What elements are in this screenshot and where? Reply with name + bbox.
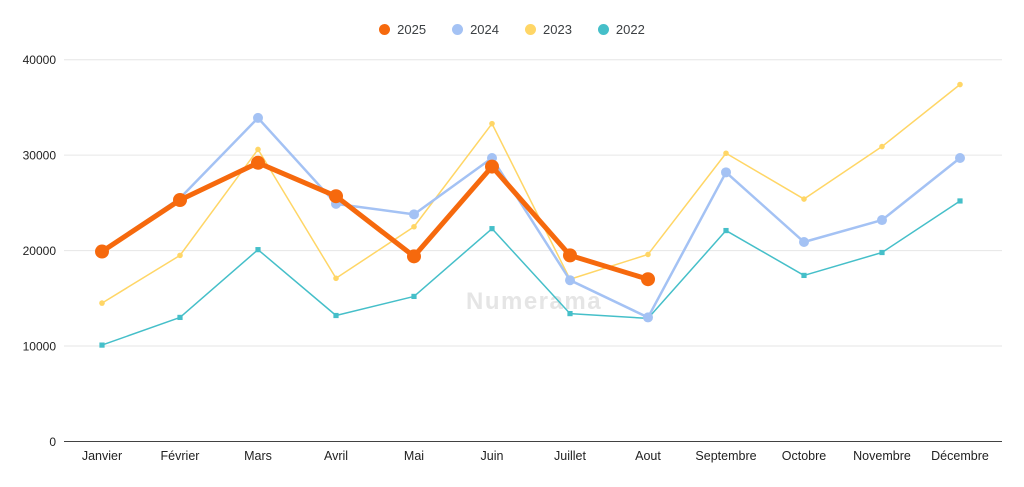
data-point[interactable] <box>95 244 109 259</box>
x-tick-label: Décembre <box>931 449 989 463</box>
data-point[interactable] <box>251 155 265 170</box>
data-point[interactable] <box>99 342 105 348</box>
x-tick-label: Février <box>161 449 200 463</box>
data-point[interactable] <box>721 167 731 178</box>
legend: 2025 2024 2023 2022 <box>0 22 1024 37</box>
x-tick-label: Octobre <box>782 449 827 463</box>
data-point[interactable] <box>411 293 417 300</box>
legend-label: 2024 <box>470 22 499 37</box>
x-tick-label: Aout <box>635 449 661 463</box>
data-point[interactable] <box>411 223 417 230</box>
data-point[interactable] <box>877 215 887 226</box>
legend-label: 2025 <box>397 22 427 37</box>
y-tick-label: 30000 <box>23 149 57 163</box>
y-tick-label: 40000 <box>23 53 57 67</box>
data-point[interactable] <box>645 251 651 258</box>
data-point[interactable] <box>801 272 807 279</box>
data-point[interactable] <box>879 143 885 150</box>
data-point[interactable] <box>723 227 729 234</box>
data-point[interactable] <box>879 249 885 256</box>
legend-dot-icon <box>379 24 391 35</box>
y-tick-label: 10000 <box>23 340 57 354</box>
data-point[interactable] <box>99 300 105 306</box>
data-point[interactable] <box>177 314 183 321</box>
data-point[interactable] <box>333 275 339 282</box>
legend-item-2025[interactable]: 2025 <box>379 22 426 37</box>
series-2024-line <box>100 116 962 319</box>
legend-dot-icon <box>597 24 609 35</box>
series-2025[interactable] <box>95 155 655 287</box>
legend-dot-icon <box>525 24 536 35</box>
x-tick-label: Septembre <box>695 449 756 463</box>
data-point[interactable] <box>255 146 261 153</box>
legend-dot-icon <box>452 24 464 35</box>
x-tick-label: Juillet <box>554 449 586 463</box>
legend-item-2022[interactable]: 2022 <box>597 22 645 37</box>
x-tick-label: Janvier <box>82 449 122 463</box>
data-point[interactable] <box>485 159 499 174</box>
series-2022-line <box>101 200 961 346</box>
data-point[interactable] <box>489 120 495 127</box>
data-point[interactable] <box>955 153 965 164</box>
series-2025-line <box>99 160 651 282</box>
x-tick-label: Mars <box>244 449 272 463</box>
data-point[interactable] <box>177 252 183 259</box>
data-point[interactable] <box>723 150 729 157</box>
data-point[interactable] <box>641 272 655 287</box>
data-point[interactable] <box>643 312 653 323</box>
data-point[interactable] <box>253 112 263 123</box>
data-point[interactable] <box>329 189 343 204</box>
data-point[interactable] <box>565 275 575 286</box>
data-point[interactable] <box>489 226 495 232</box>
data-point[interactable] <box>957 198 963 204</box>
y-tick-label: 0 <box>49 435 56 449</box>
watermark: Numerama <box>466 288 603 315</box>
x-tick-label: Novembre <box>853 449 911 463</box>
data-point[interactable] <box>957 81 963 88</box>
series-2024[interactable] <box>97 112 965 323</box>
data-point[interactable] <box>567 310 573 317</box>
legend-item-2023[interactable]: 2023 <box>525 22 572 37</box>
legend-label: 2022 <box>615 22 645 37</box>
series-2022[interactable] <box>99 198 963 348</box>
y-tick-label: 20000 <box>23 244 57 258</box>
data-point[interactable] <box>255 247 261 253</box>
series-2023[interactable] <box>99 81 963 306</box>
data-point[interactable] <box>173 193 187 208</box>
data-point[interactable] <box>563 248 577 263</box>
legend-item-2024[interactable]: 2024 <box>452 22 499 37</box>
data-point[interactable] <box>801 196 807 202</box>
data-point[interactable] <box>799 237 809 248</box>
legend-label: 2023 <box>543 22 572 37</box>
data-point[interactable] <box>333 312 339 319</box>
x-tick-label: Juin <box>481 449 504 463</box>
x-axis-labels: Janvier Février Mars Avril Mai Juin Juillet Aou… <box>82 449 989 463</box>
data-point[interactable] <box>407 249 421 264</box>
x-tick-label: Mai <box>404 449 424 463</box>
data-point[interactable] <box>409 209 419 220</box>
x-tick-label: Avril <box>324 449 348 463</box>
